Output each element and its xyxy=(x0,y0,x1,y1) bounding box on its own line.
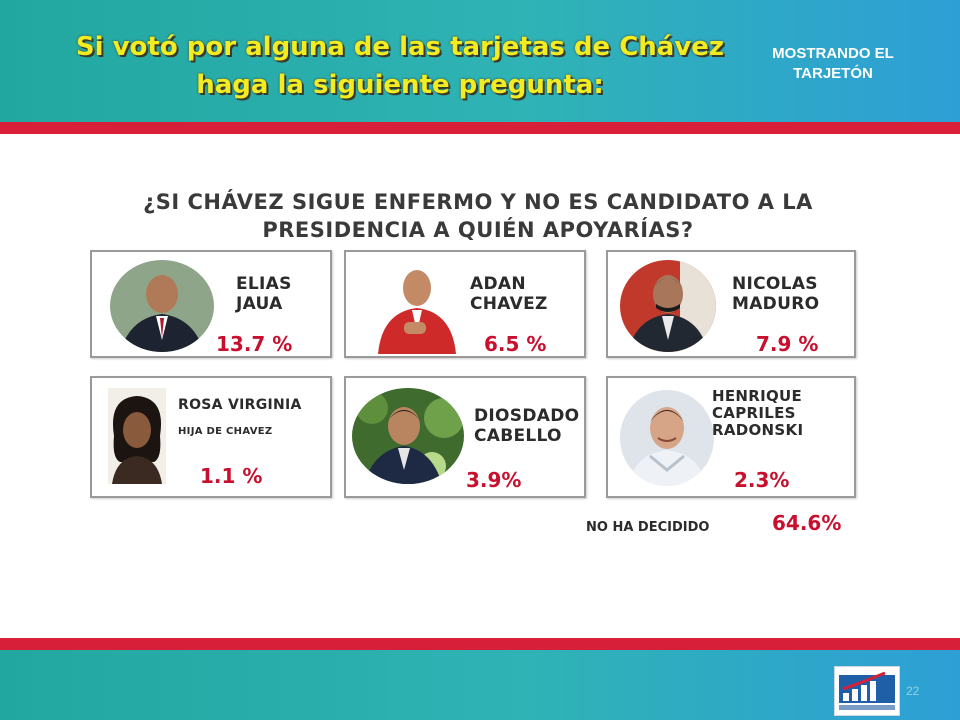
candidate-name: DIOSDADO CABELLO xyxy=(474,406,580,446)
candidate-photo-icon xyxy=(372,262,462,354)
candidate-card-diosdado-cabello: DIOSDADO CABELLO 3.9% xyxy=(344,376,586,498)
candidate-card-elias-jaua: ELIAS JAUA 13.7 % xyxy=(90,250,332,358)
header-bar: Si votó por alguna de las tarjetas de Ch… xyxy=(0,0,960,122)
candidate-percent: 1.1 % xyxy=(200,464,263,488)
candidate-percent: 3.9% xyxy=(466,468,522,492)
candidate-name: NICOLAS MADURO xyxy=(732,274,820,314)
candidate-card-rosa-virginia: ROSA VIRGINIA HIJA DE CHAVEZ 1.1 % xyxy=(90,376,332,498)
candidate-name: ADAN CHAVEZ xyxy=(470,274,548,314)
red-divider-bottom xyxy=(0,638,960,650)
candidate-card-adan-chavez: ADAN CHAVEZ 6.5 % xyxy=(344,250,586,358)
red-divider-top xyxy=(0,122,960,134)
undecided-percent: 64.6% xyxy=(772,511,842,535)
candidate-percent: 13.7 % xyxy=(216,332,293,356)
candidate-photo-icon xyxy=(620,390,714,486)
candidate-name: HENRIQUE CAPRILES RADONSKI xyxy=(712,387,804,439)
candidate-photo-icon xyxy=(110,260,214,352)
undecided-label: NO HA DECIDIDO xyxy=(586,520,710,535)
candidate-photo-icon xyxy=(620,260,716,352)
candidate-photo-icon xyxy=(108,388,166,484)
survey-question: ¿SI CHÁVEZ SIGUE ENFERMO Y NO ES CANDIDA… xyxy=(143,190,813,242)
candidate-percent: 2.3% xyxy=(734,468,790,492)
candidate-photo-icon xyxy=(352,388,464,484)
candidate-card-henrique-capriles: HENRIQUE CAPRILES RADONSKI 2.3% xyxy=(606,376,856,498)
candidate-percent: 6.5 % xyxy=(484,332,547,356)
slide-title: Si votó por alguna de las tarjetas de Ch… xyxy=(75,32,725,100)
candidate-name: ELIAS JAUA xyxy=(236,274,292,314)
candidate-percent: 7.9 % xyxy=(756,332,819,356)
candidate-card-nicolas-maduro: NICOLAS MADURO 7.9 % xyxy=(606,250,856,358)
tarjeton-badge: MOSTRANDO EL TARJETÓN xyxy=(772,45,894,82)
slide-number: 22 xyxy=(906,684,920,698)
footer-bar xyxy=(0,650,960,720)
pollster-logo-icon xyxy=(834,666,900,716)
candidate-name: ROSA VIRGINIA HIJA DE CHAVEZ xyxy=(178,397,302,437)
